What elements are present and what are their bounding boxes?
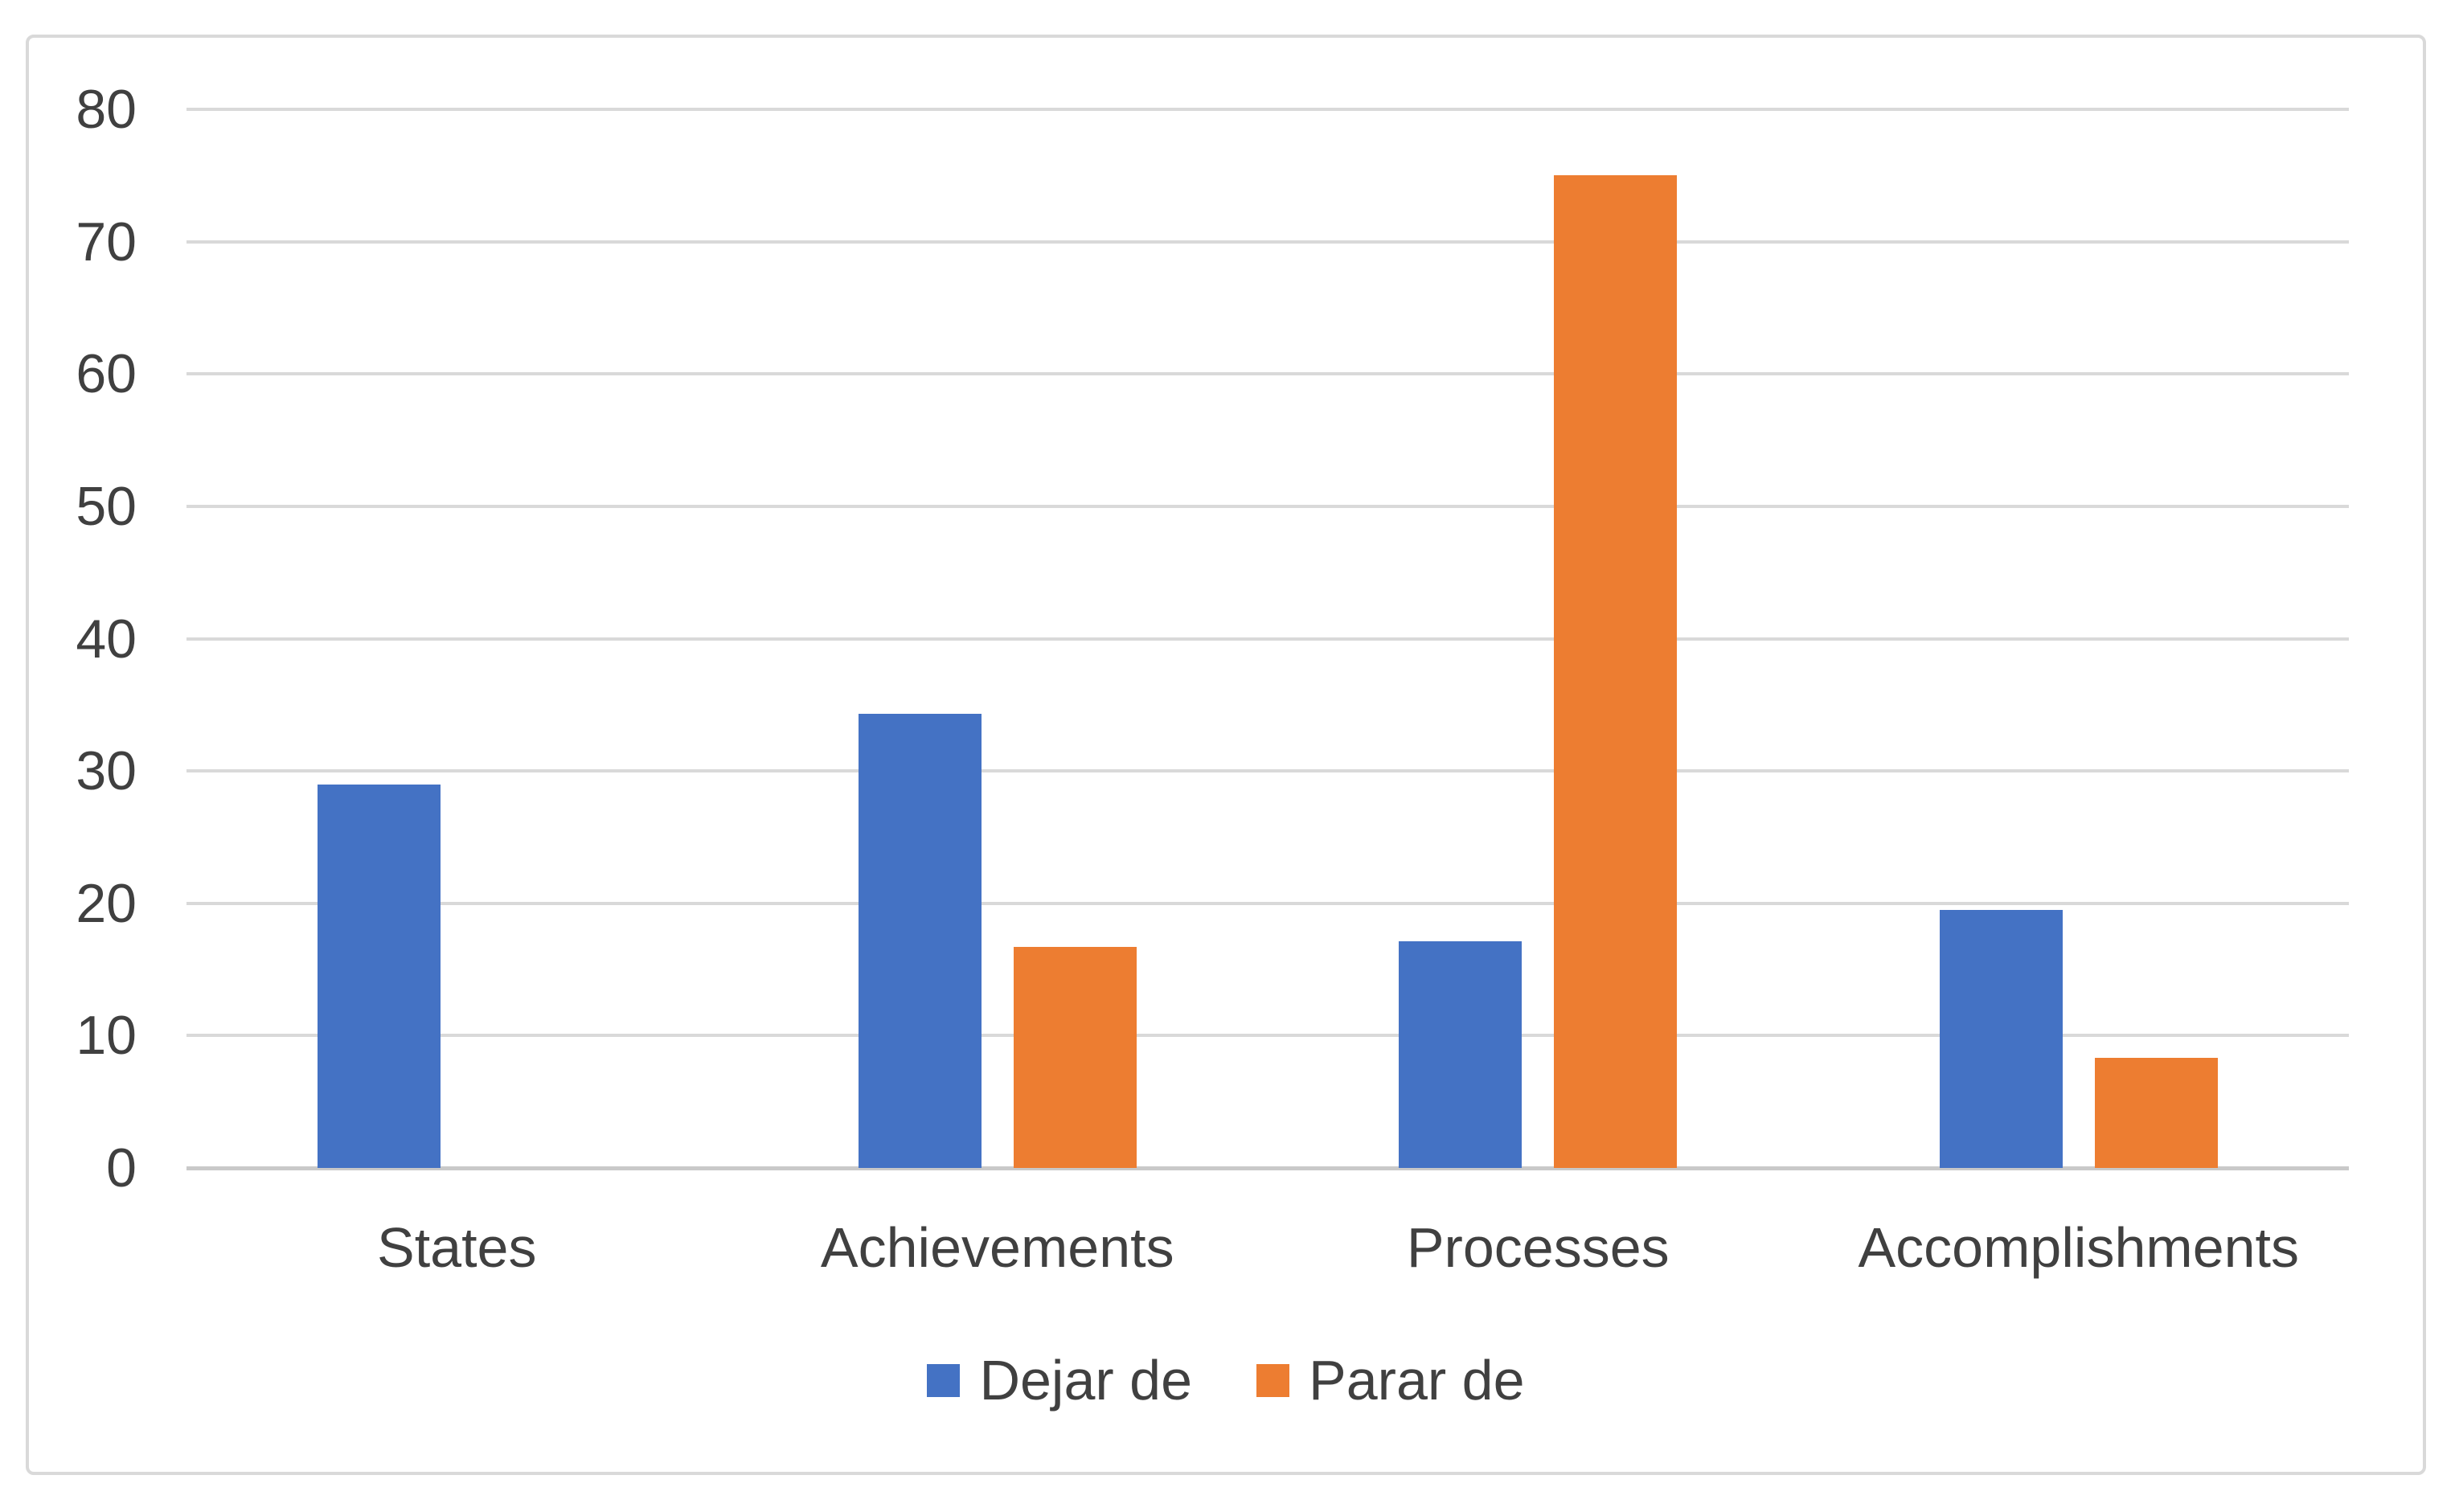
legend-swatch-icon: [1256, 1363, 1290, 1397]
y-tick-label: 20: [76, 872, 137, 934]
gridline: [186, 108, 2349, 111]
gridline: [186, 901, 2349, 905]
legend-label: Dejar de: [979, 1349, 1193, 1412]
y-tick-label: 50: [76, 475, 137, 537]
gridline: [186, 240, 2349, 244]
legend-item-dejar-de: Dejar de: [927, 1347, 1192, 1413]
bar-dejar-de-achievements: [858, 714, 982, 1168]
y-tick-label: 70: [76, 211, 137, 272]
bar-parar-de-achievements: [1013, 947, 1137, 1168]
legend-item-parar-de: Parar de: [1256, 1347, 1525, 1413]
x-category-label: Processes: [1406, 1216, 1670, 1279]
y-tick-label: 60: [76, 343, 137, 405]
bar-parar-de-accomplishments: [2094, 1058, 2218, 1168]
bar-parar-de-processes: [1554, 175, 1678, 1168]
x-category-label: States: [377, 1216, 537, 1279]
x-axis-line: [186, 1166, 2349, 1170]
gridline: [186, 769, 2349, 773]
bar-dejar-de-accomplishments: [1939, 909, 2063, 1168]
y-tick-label: 40: [76, 608, 137, 670]
x-category-label: Accomplishments: [1858, 1216, 2299, 1279]
y-tick-label: 80: [76, 79, 137, 140]
legend-label: Parar de: [1309, 1349, 1525, 1412]
y-tick-label: 10: [76, 1005, 137, 1067]
gridline: [186, 1034, 2349, 1038]
bar-dejar-de-processes: [1399, 941, 1523, 1168]
legend-swatch-icon: [927, 1363, 961, 1397]
bar-dejar-de-states: [318, 784, 441, 1168]
x-category-label: Achievements: [820, 1216, 1174, 1279]
chart-legend: Dejar de Parar de: [26, 1347, 2426, 1413]
y-tick-label: 30: [76, 740, 137, 802]
y-tick-label: 0: [106, 1137, 137, 1199]
gridline: [186, 372, 2349, 376]
gridline: [186, 504, 2349, 508]
gridline: [186, 637, 2349, 641]
chart-frame: [26, 35, 2426, 1475]
